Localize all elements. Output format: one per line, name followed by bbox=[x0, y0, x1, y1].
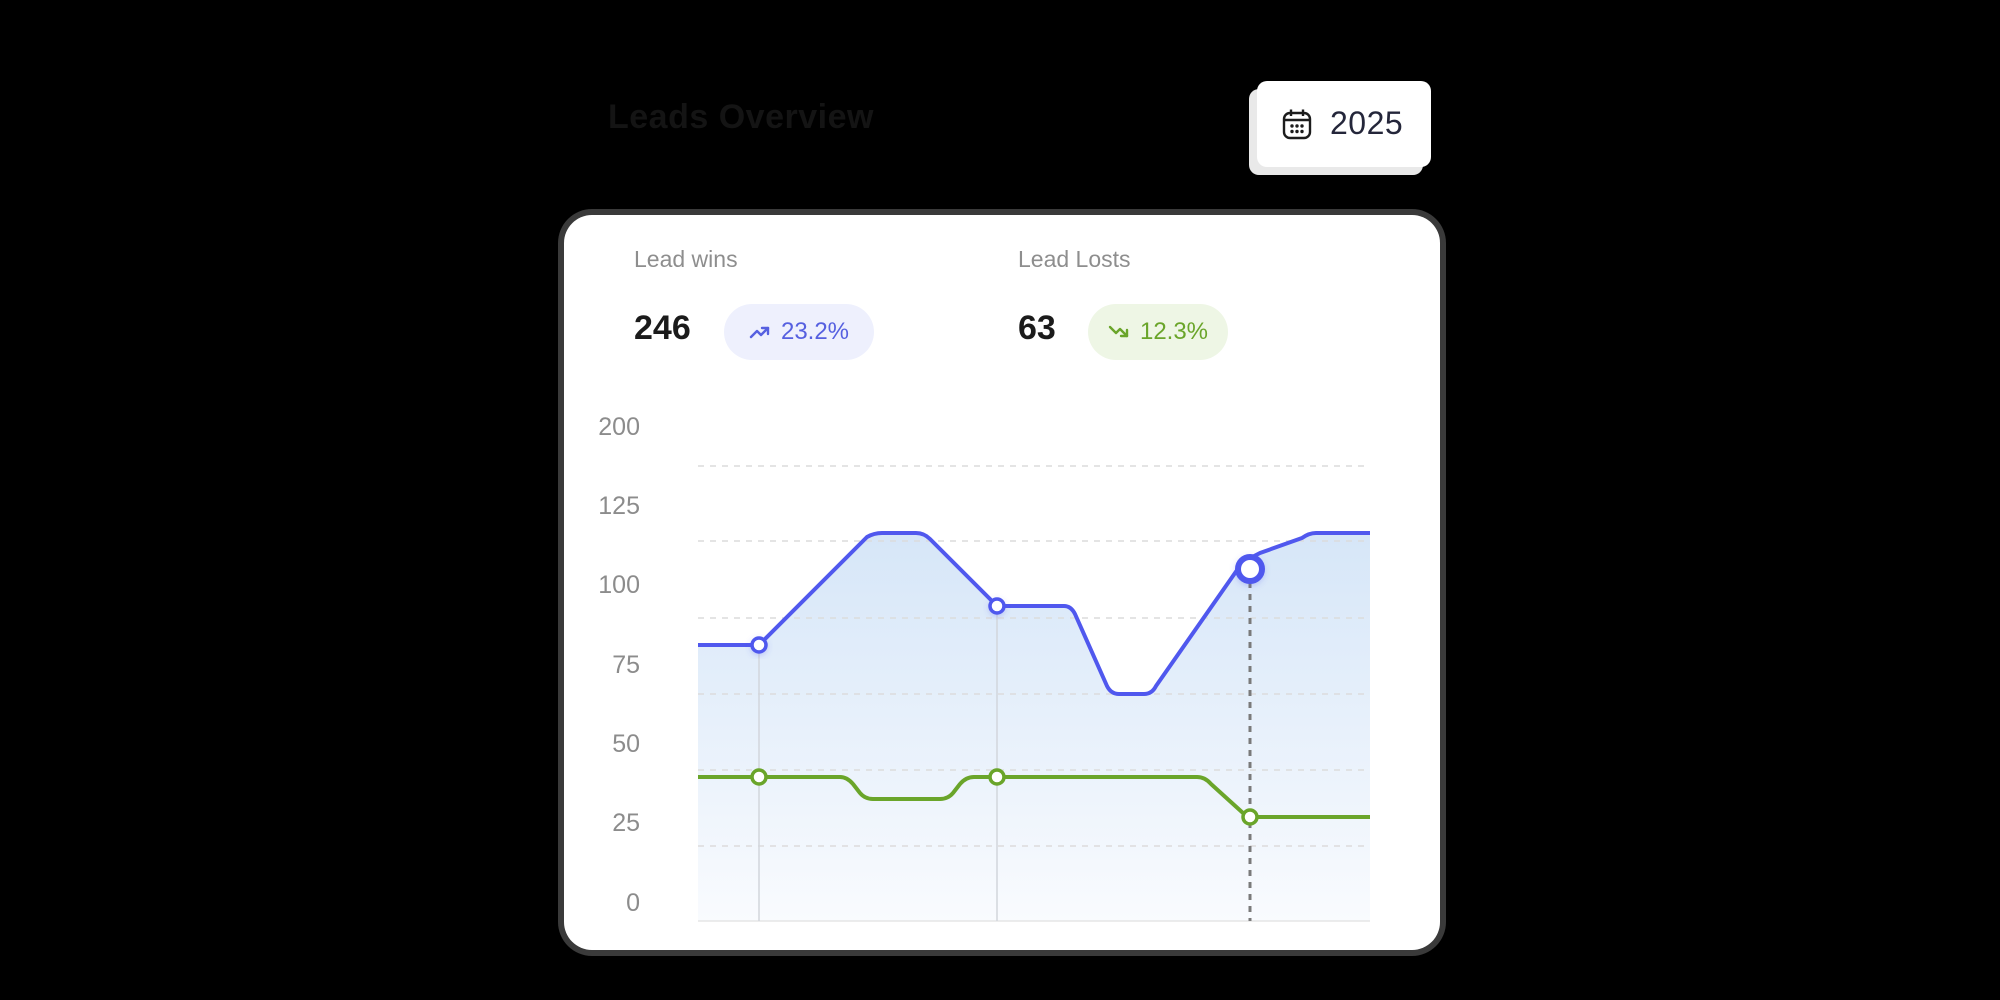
lead-losts-value: 63 bbox=[1018, 309, 1056, 347]
y-tick-200: 200 bbox=[598, 413, 640, 441]
wins-point-1[interactable] bbox=[750, 636, 768, 654]
wins-area bbox=[698, 533, 1370, 921]
y-tick-100: 100 bbox=[598, 571, 640, 599]
lead-line-chart[interactable] bbox=[564, 215, 1440, 950]
losts-point-2[interactable] bbox=[988, 768, 1006, 786]
leads-chart-card: Lead wins 246 23.2% Lead Losts 63 12.3% … bbox=[564, 215, 1440, 950]
trending-up-icon bbox=[749, 326, 770, 339]
losts-point-1[interactable] bbox=[750, 768, 768, 786]
lead-losts-change: 12.3% bbox=[1139, 318, 1209, 345]
wins-point-2[interactable] bbox=[988, 597, 1006, 615]
y-tick-125: 125 bbox=[598, 492, 640, 520]
y-tick-50: 50 bbox=[612, 730, 640, 758]
grid-lines bbox=[698, 465, 1370, 847]
lead-wins-label: Lead wins bbox=[634, 246, 738, 272]
lead-wins-change: 23.2% bbox=[780, 318, 850, 345]
year-selector-button[interactable]: 2025 bbox=[1257, 81, 1431, 167]
lead-wins-change-badge: 23.2% bbox=[724, 304, 874, 360]
y-tick-0: 0 bbox=[626, 889, 640, 917]
losts-point-3[interactable] bbox=[1241, 808, 1259, 826]
y-tick-25: 25 bbox=[612, 809, 640, 837]
y-tick-75: 75 bbox=[612, 651, 640, 679]
lead-losts-label: Lead Losts bbox=[1018, 246, 1131, 272]
calendar-icon bbox=[1282, 108, 1312, 140]
trending-down-icon bbox=[1108, 325, 1129, 338]
wins-point-highlighted[interactable] bbox=[1235, 554, 1265, 584]
lead-losts-change-badge: 12.3% bbox=[1088, 304, 1228, 360]
year-value: 2025 bbox=[1330, 105, 1404, 141]
wins-line[interactable] bbox=[698, 531, 1370, 696]
losts-line[interactable] bbox=[698, 775, 1370, 819]
lead-wins-value: 246 bbox=[634, 309, 691, 347]
page-title: Leads Overview bbox=[608, 98, 874, 136]
